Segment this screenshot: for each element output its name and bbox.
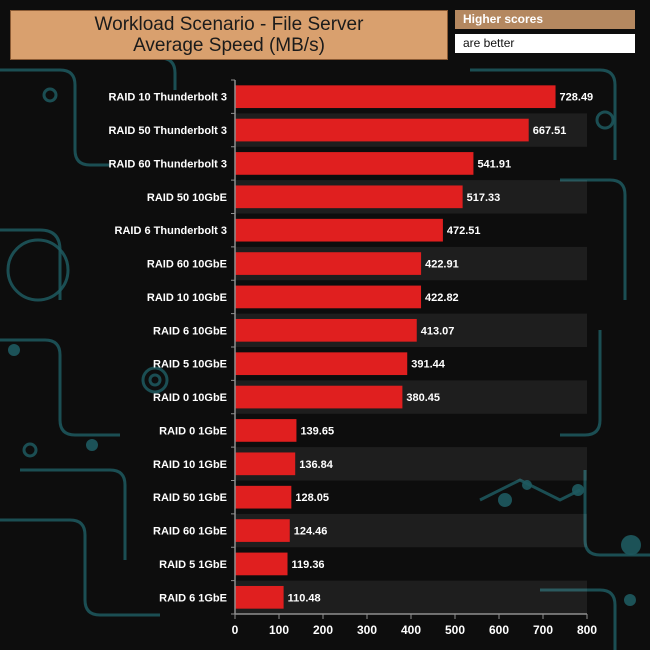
x-tick-label: 300 — [357, 623, 377, 637]
category-label: RAID 5 1GbE — [159, 559, 227, 571]
data-label: 380.45 — [406, 392, 440, 404]
bar — [235, 352, 408, 376]
chart-title: Workload Scenario - File Server Average … — [10, 10, 448, 60]
category-label: RAID 6 1GbE — [159, 592, 227, 604]
data-label: 128.05 — [295, 492, 329, 504]
x-tick-label: 800 — [577, 623, 597, 637]
category-label: RAID 60 1GbE — [153, 526, 227, 538]
bar — [235, 552, 288, 576]
data-label: 422.82 — [425, 292, 459, 304]
category-label: RAID 60 Thunderbolt 3 — [108, 158, 227, 170]
x-tick-label: 500 — [445, 623, 465, 637]
data-label: 472.51 — [447, 225, 481, 237]
bar — [235, 519, 290, 542]
data-label: 517.33 — [467, 192, 501, 204]
bar — [235, 185, 463, 209]
category-label: RAID 0 1GbE — [159, 425, 227, 437]
bar — [235, 419, 297, 442]
category-label: RAID 10 10GbE — [147, 292, 227, 304]
data-label: 728.49 — [560, 92, 594, 104]
grid-stripe — [235, 513, 587, 548]
category-label: RAID 6 Thunderbolt 3 — [115, 225, 227, 237]
bar — [235, 218, 443, 242]
bar — [235, 285, 422, 309]
data-label: 413.07 — [421, 325, 455, 337]
data-label: 667.51 — [533, 125, 567, 137]
x-tick-label: 700 — [533, 623, 553, 637]
x-tick-label: 0 — [232, 623, 239, 637]
data-label: 139.65 — [300, 425, 334, 437]
category-label: RAID 5 10GbE — [153, 359, 227, 371]
bar — [235, 385, 403, 409]
bar — [235, 252, 422, 275]
data-label: 124.46 — [294, 526, 328, 538]
note-are-better: are better — [455, 34, 635, 53]
data-label: 119.36 — [292, 559, 325, 571]
bar — [235, 152, 474, 175]
data-label: 391.44 — [411, 359, 446, 371]
category-label: RAID 50 10GbE — [147, 192, 227, 204]
note-higher-scores: Higher scores — [455, 10, 635, 29]
data-label: 136.84 — [299, 459, 334, 471]
data-label: 541.91 — [477, 158, 511, 170]
chart-title-line1: Workload Scenario - File Server — [94, 14, 364, 35]
x-tick-label: 400 — [401, 623, 421, 637]
bar — [235, 585, 284, 609]
bar — [235, 485, 292, 509]
bar — [235, 118, 529, 142]
grid-stripe — [235, 580, 587, 614]
category-label: RAID 6 10GbE — [153, 325, 227, 337]
bars: RAID 10 Thunderbolt 3 728.49 RAID 50 Thund… — [108, 85, 594, 609]
x-tick-label: 100 — [269, 623, 289, 637]
bar — [235, 318, 417, 342]
category-label: RAID 0 10GbE — [153, 392, 227, 404]
bar — [235, 85, 556, 109]
x-tick-label: 200 — [313, 623, 333, 637]
axes: 0 100 200 300 400 500 600 700 800 — [231, 79, 597, 637]
x-tick-label: 600 — [489, 623, 509, 637]
category-label: RAID 50 Thunderbolt 3 — [108, 125, 227, 137]
category-label: RAID 50 1GbE — [153, 492, 227, 504]
category-label: RAID 10 Thunderbolt 3 — [108, 92, 227, 104]
bar — [235, 452, 296, 476]
category-label: RAID 60 10GbE — [147, 259, 227, 271]
data-label: 110.48 — [288, 592, 321, 604]
chart-title-line2: Average Speed (MB/s) — [133, 35, 325, 56]
category-label: RAID 10 1GbE — [153, 459, 227, 471]
data-label: 422.91 — [425, 259, 459, 271]
